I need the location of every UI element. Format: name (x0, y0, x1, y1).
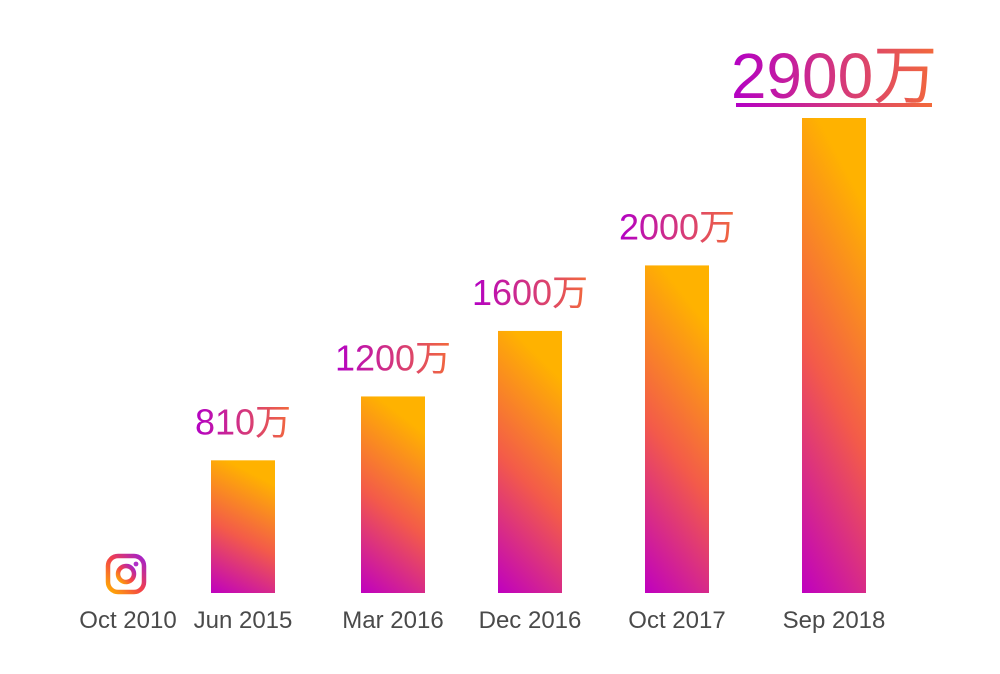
instagram-logo-icon (105, 553, 147, 595)
x-tick-label-oct-2017: Oct 2017 (628, 607, 725, 634)
bar-mar-2016 (361, 396, 425, 593)
data-label-jun-2015: 810万 (195, 401, 291, 442)
highlight-underline (736, 103, 932, 107)
bars-group (211, 118, 866, 593)
data-label-oct-2017: 2000万 (619, 206, 735, 247)
x-tick-label-jun-2015: Jun 2015 (194, 607, 293, 634)
data-label-dec-2016: 1600万 (472, 272, 588, 313)
data-label-sep-2018: 2900万 (731, 40, 937, 112)
x-tick-label-sep-2018: Sep 2018 (783, 607, 886, 634)
bar-jun-2015 (211, 460, 275, 593)
data-labels-group: 810万 1200万 1600万 2000万 2900万 (195, 40, 937, 442)
bar-dec-2016 (498, 330, 562, 593)
data-label-mar-2016: 1200万 (335, 337, 451, 378)
x-tick-labels-group: Oct 2010 Jun 2015 Mar 2016 Dec 2016 Oct 2017… (79, 607, 885, 634)
bar-oct-2017 (645, 265, 709, 593)
x-tick-label-oct-2010: Oct 2010 (79, 607, 176, 634)
bar-sep-2018 (802, 118, 866, 593)
x-tick-label-dec-2016: Dec 2016 (479, 607, 582, 634)
x-tick-label-mar-2016: Mar 2016 (342, 607, 443, 634)
